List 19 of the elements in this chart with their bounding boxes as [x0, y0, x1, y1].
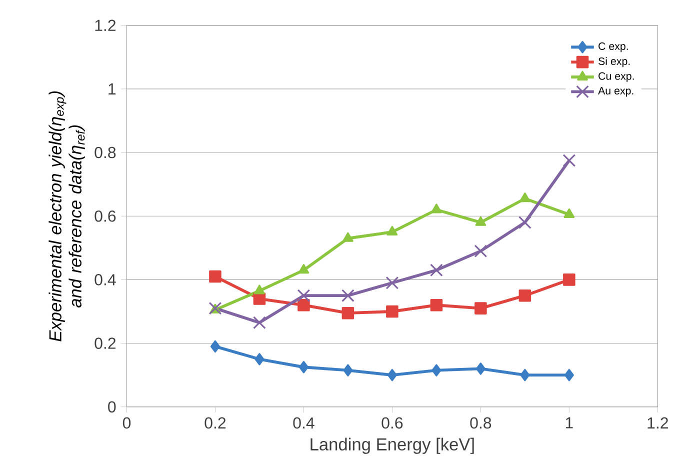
x-tick-label: 0.4: [293, 417, 314, 428]
legend-label: Au exp.: [598, 86, 634, 96]
x-tick-label: 1: [566, 417, 573, 428]
y-tick-label: 0: [108, 401, 116, 412]
legend-label: C exp.: [598, 42, 628, 52]
legend-label: Cu exp.: [598, 72, 634, 82]
x-tick-label: 0.2: [204, 417, 226, 428]
y-tick-label: 0.4: [94, 274, 116, 286]
x-tick-label: 0.8: [470, 417, 492, 428]
y-tick-label: 0.2: [94, 338, 116, 349]
x-tick-label: 0: [122, 417, 131, 428]
legend-label: Si exp.: [598, 57, 630, 68]
y-tick-label: 1: [108, 83, 116, 94]
y-tick-label: 0.8: [94, 146, 116, 158]
y-tick-label: 0.6: [94, 210, 116, 222]
x-axis-title: Landing Energy [keV]: [310, 438, 474, 454]
x-tick-label: 1.2: [648, 417, 668, 428]
y-tick-label: 1.2: [95, 20, 116, 31]
x-tick-label: 0.6: [382, 417, 403, 428]
